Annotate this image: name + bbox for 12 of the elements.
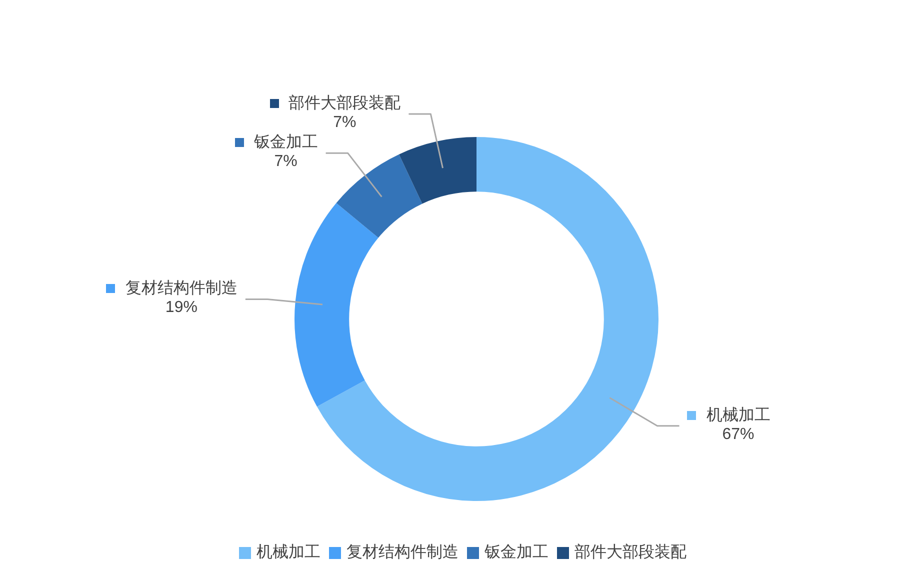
data-label: 7%: [273, 152, 298, 172]
legend-label: 复材结构件制造: [125, 279, 238, 298]
data-label: 19%: [164, 298, 198, 318]
data-label: 7%: [332, 113, 358, 132]
legend-label: 钣金加工: [254, 133, 318, 152]
category-label: 钣金加工: [484, 544, 548, 561]
legend-label: 机械加工: [256, 542, 320, 563]
data-label: 67%: [721, 424, 756, 444]
legend-label: 部件大部段装配: [288, 94, 401, 114]
category-label: 部件大部段装配: [574, 544, 686, 561]
category-label: 复材结构件制造: [346, 544, 458, 561]
category-label: 机械加工: [706, 406, 770, 424]
